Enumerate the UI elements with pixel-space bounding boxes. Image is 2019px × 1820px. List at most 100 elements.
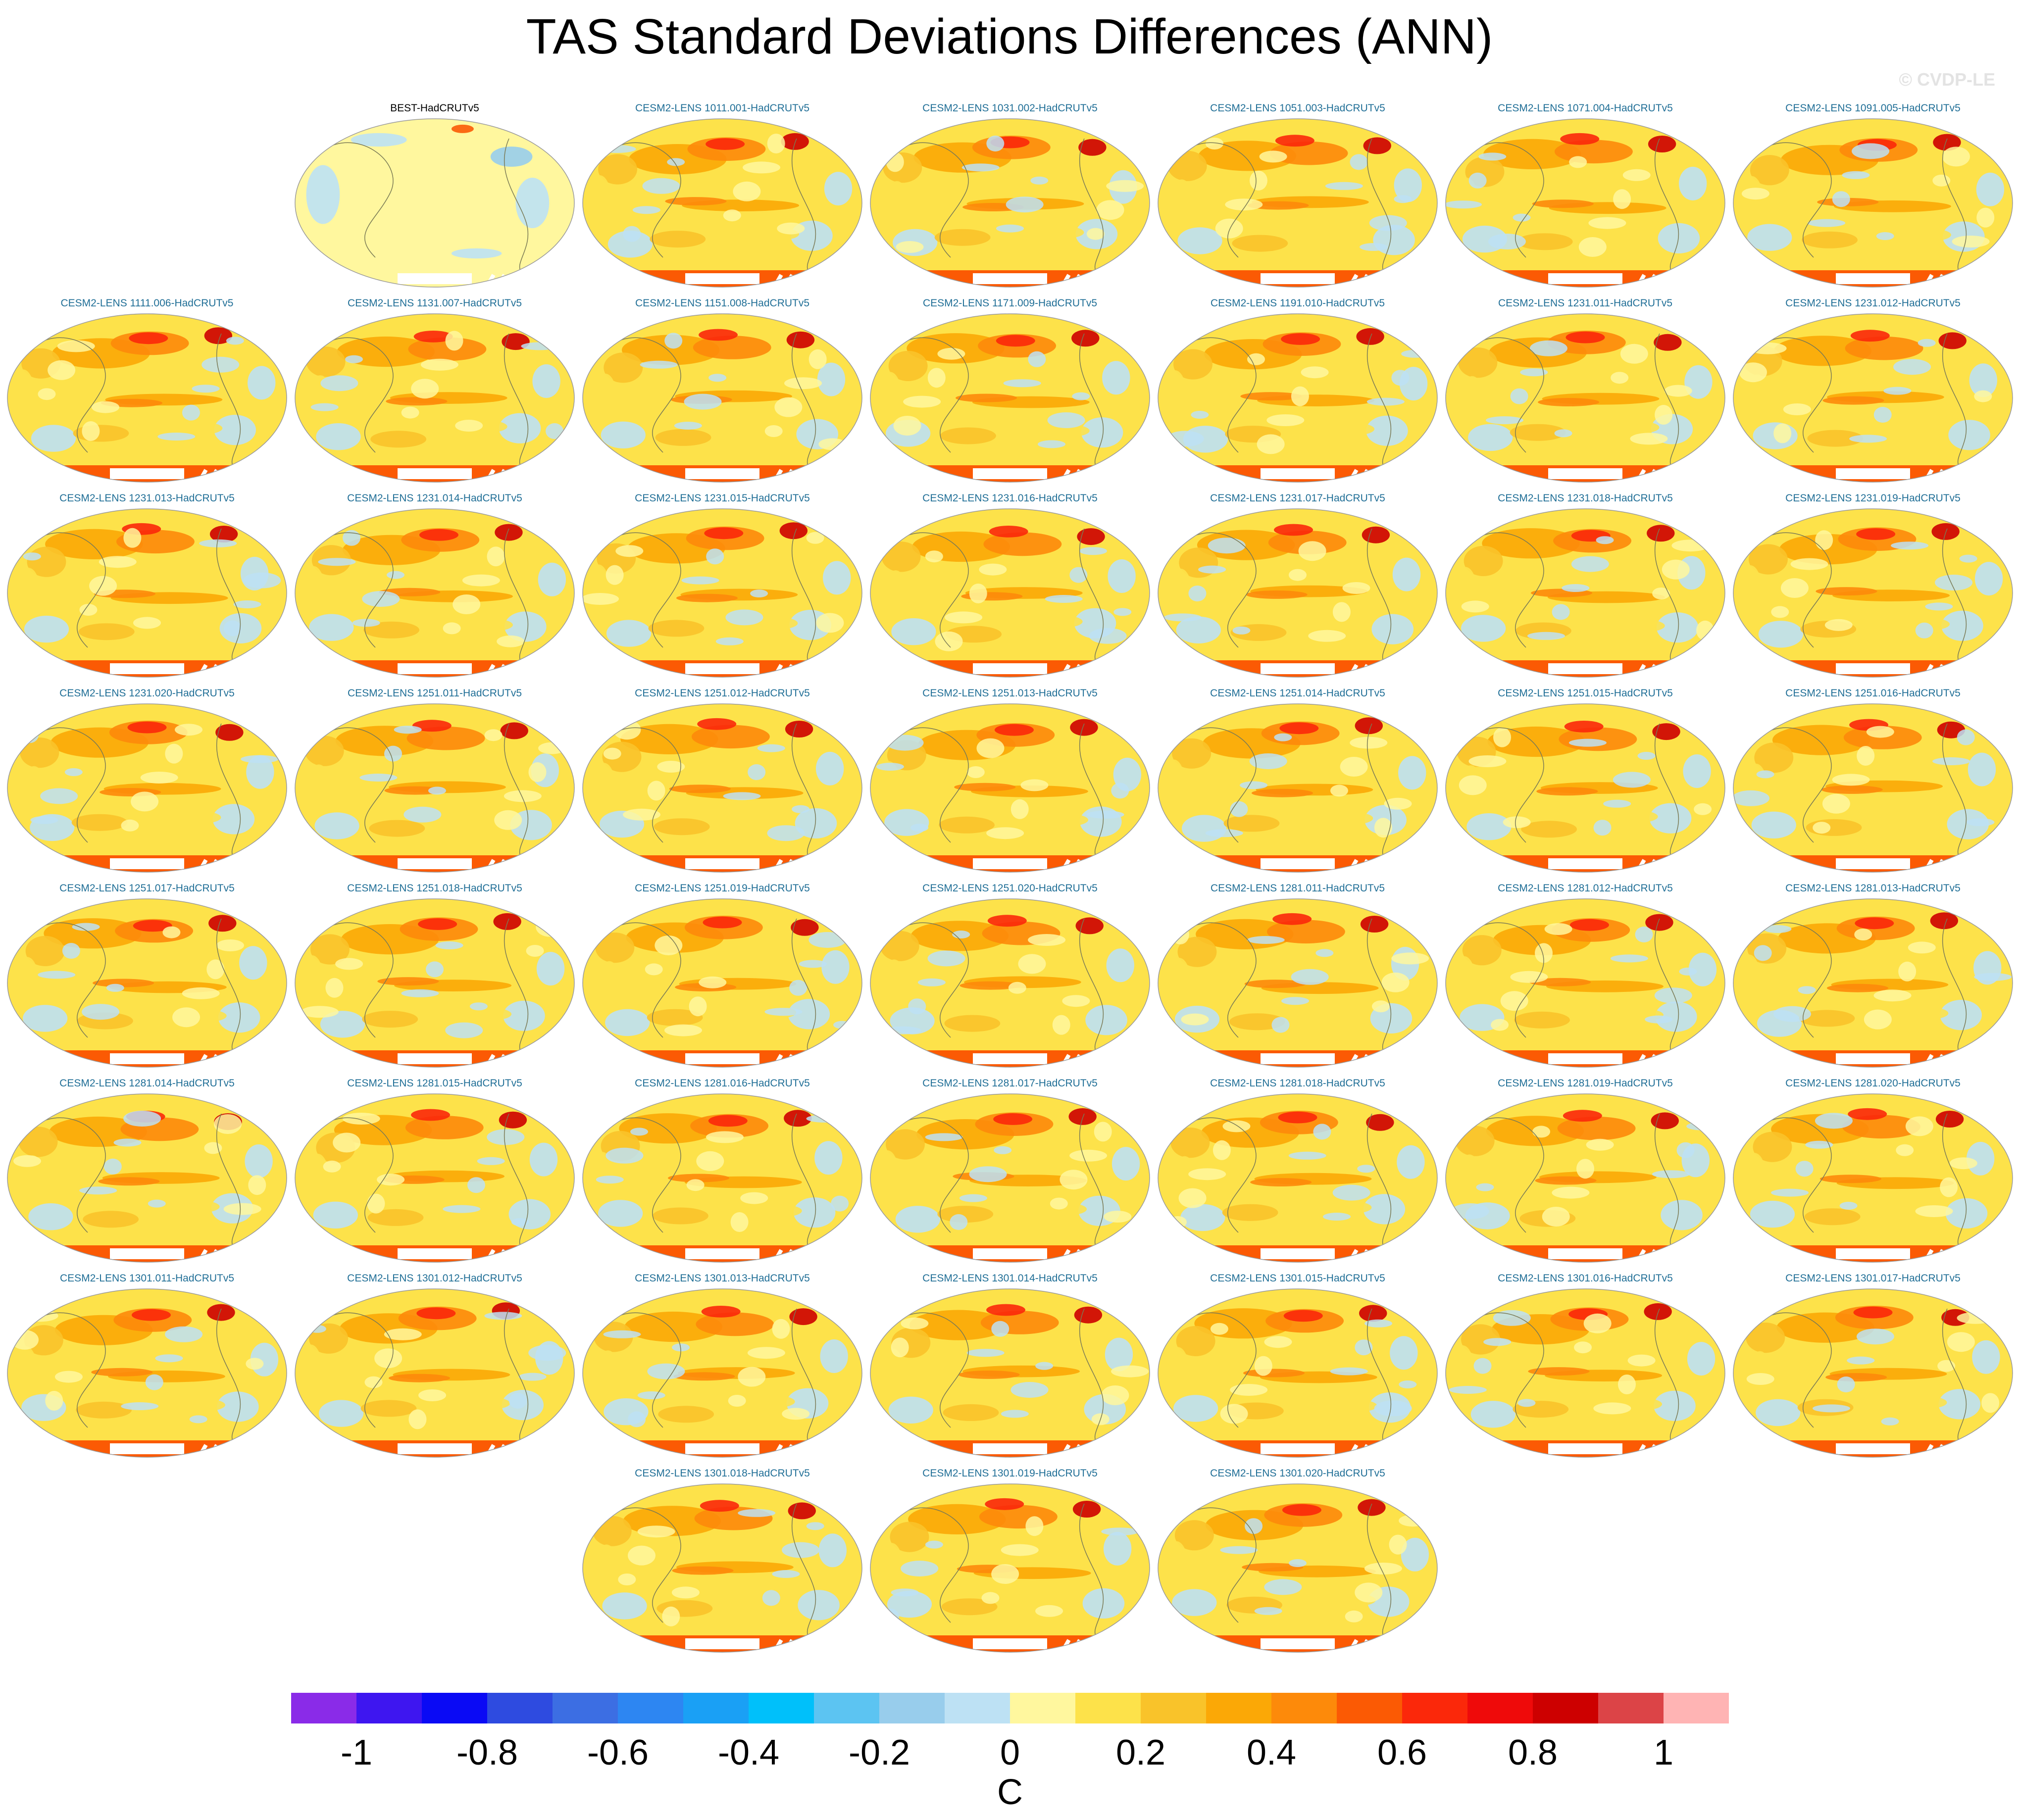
- panel-label: CESM2-LENS 1231.012-HadCRUTv5: [1785, 297, 1961, 309]
- colorbar-swatch: [356, 1693, 422, 1723]
- map-plot: [582, 898, 862, 1068]
- panel-label: CESM2-LENS 1281.015-HadCRUTv5: [347, 1078, 522, 1089]
- panel-label: CESM2-LENS 1171.009-HadCRUTv5: [922, 297, 1098, 309]
- colorbar-tick-label: -0.8: [456, 1733, 518, 1772]
- map-panel: CESM2-LENS 1231.019-HadCRUTv5: [1731, 492, 2015, 682]
- colorbar-swatch: [1598, 1693, 1664, 1723]
- panel-label: CESM2-LENS 1071.004-HadCRUTv5: [1498, 102, 1673, 114]
- colorbar-tick-label: 0: [1000, 1733, 1020, 1772]
- map-plot: [1733, 703, 2013, 873]
- map-plot: [582, 1483, 862, 1653]
- map-panel: CESM2-LENS 1151.008-HadCRUTv5: [580, 297, 864, 487]
- colorbar-swatch: [553, 1693, 618, 1723]
- colorbar-swatch: [487, 1693, 553, 1723]
- map-plot: [1158, 703, 1438, 873]
- panel-label: BEST-HadCRUTv5: [390, 102, 479, 114]
- colorbar-unit-label: C: [997, 1772, 1023, 1812]
- map-plot: [1158, 898, 1438, 1068]
- map-plot: [1445, 118, 1725, 288]
- watermark: © CVDP-LE: [1899, 69, 1995, 90]
- panel-label: CESM2-LENS 1301.016-HadCRUTv5: [1498, 1273, 1673, 1284]
- map-panel: CESM2-LENS 1251.014-HadCRUTv5: [1156, 687, 1440, 877]
- map-plot: [582, 508, 862, 678]
- map-plot: [295, 1288, 575, 1458]
- map-plot: [1445, 313, 1725, 483]
- map-panel: CESM2-LENS 1231.018-HadCRUTv5: [1443, 492, 1727, 682]
- colorbar-tick-label: -0.4: [717, 1733, 780, 1772]
- map-plot: [295, 703, 575, 873]
- map-panel: CESM2-LENS 1231.014-HadCRUTv5: [293, 492, 577, 682]
- map-panel: CESM2-LENS 1231.016-HadCRUTv5: [868, 492, 1152, 682]
- map-panel: CESM2-LENS 1251.020-HadCRUTv5: [868, 882, 1152, 1072]
- map-panel: CESM2-LENS 1301.016-HadCRUTv5: [1443, 1272, 1727, 1462]
- colorbar-swatch: [1533, 1693, 1599, 1723]
- map-plot: [1733, 1288, 2013, 1458]
- panel-label: CESM2-LENS 1301.013-HadCRUTv5: [635, 1273, 810, 1284]
- map-plot: [870, 508, 1150, 678]
- map-panel: CESM2-LENS 1301.018-HadCRUTv5: [580, 1467, 864, 1657]
- map-panel: CESM2-LENS 1301.011-HadCRUTv5: [5, 1272, 289, 1462]
- map-plot: [7, 1093, 287, 1263]
- map-panel: CESM2-LENS 1031.002-HadCRUTv5: [868, 102, 1152, 292]
- map-panel: CESM2-LENS 1281.012-HadCRUTv5: [1443, 882, 1727, 1072]
- panel-label: CESM2-LENS 1301.018-HadCRUTv5: [635, 1468, 810, 1479]
- map-panel: CESM2-LENS 1231.012-HadCRUTv5: [1731, 297, 2015, 487]
- map-panel: CESM2-LENS 1301.012-HadCRUTv5: [293, 1272, 577, 1462]
- map-panel: CESM2-LENS 1251.011-HadCRUTv5: [293, 687, 577, 877]
- map-plot: [1158, 1093, 1438, 1263]
- panel-label: CESM2-LENS 1281.014-HadCRUTv5: [59, 1078, 235, 1089]
- colorbar-swatch: [422, 1693, 488, 1723]
- map-plot: [295, 508, 575, 678]
- panel-label: CESM2-LENS 1251.011-HadCRUTv5: [347, 688, 522, 699]
- panel-label: CESM2-LENS 1281.011-HadCRUTv5: [1210, 883, 1385, 894]
- map-plot: [582, 1288, 862, 1458]
- colorbar-swatch: [618, 1693, 684, 1723]
- colorbar-swatch: [814, 1693, 880, 1723]
- colorbar-swatch: [1467, 1693, 1533, 1723]
- panel-label: CESM2-LENS 1301.014-HadCRUTv5: [922, 1273, 1098, 1284]
- panel-label: CESM2-LENS 1301.012-HadCRUTv5: [347, 1273, 522, 1284]
- map-plot: [7, 313, 287, 483]
- map-panel: CESM2-LENS 1011.001-HadCRUTv5: [580, 102, 864, 292]
- colorbar: [291, 1693, 1729, 1723]
- map-panel: CESM2-LENS 1301.015-HadCRUTv5: [1156, 1272, 1440, 1462]
- panel-label: CESM2-LENS 1251.018-HadCRUTv5: [347, 883, 522, 894]
- map-plot: [295, 898, 575, 1068]
- panel-label: CESM2-LENS 1051.003-HadCRUTv5: [1210, 102, 1385, 114]
- panel-label: CESM2-LENS 1251.017-HadCRUTv5: [59, 883, 235, 894]
- map-panel: CESM2-LENS 1071.004-HadCRUTv5: [1443, 102, 1727, 292]
- panel-label: CESM2-LENS 1251.020-HadCRUTv5: [922, 883, 1098, 894]
- panel-label: CESM2-LENS 1251.019-HadCRUTv5: [635, 883, 810, 894]
- map-panel: CESM2-LENS 1231.011-HadCRUTv5: [1443, 297, 1727, 487]
- map-panel: CESM2-LENS 1251.016-HadCRUTv5: [1731, 687, 2015, 877]
- panel-label: CESM2-LENS 1281.012-HadCRUTv5: [1498, 883, 1673, 894]
- colorbar-tick-label: 1: [1653, 1733, 1674, 1772]
- colorbar-swatch: [1010, 1693, 1076, 1723]
- map-panel: CESM2-LENS 1091.005-HadCRUTv5: [1731, 102, 2015, 292]
- colorbar-swatch: [1271, 1693, 1337, 1723]
- panel-label: CESM2-LENS 1251.013-HadCRUTv5: [922, 688, 1098, 699]
- map-plot: [7, 1288, 287, 1458]
- map-plot: [1158, 313, 1438, 483]
- colorbar-tick-label: 0.2: [1115, 1733, 1166, 1772]
- panel-label: CESM2-LENS 1281.016-HadCRUTv5: [635, 1078, 810, 1089]
- panel-label: CESM2-LENS 1091.005-HadCRUTv5: [1785, 102, 1961, 114]
- panel-label: CESM2-LENS 1251.014-HadCRUTv5: [1210, 688, 1385, 699]
- map-panel: CESM2-LENS 1281.018-HadCRUTv5: [1156, 1077, 1440, 1267]
- map-plot: [7, 703, 287, 873]
- map-plot: [582, 313, 862, 483]
- map-plot: [295, 118, 575, 288]
- map-plot: [7, 898, 287, 1068]
- map-panel: CESM2-LENS 1301.020-HadCRUTv5: [1156, 1467, 1440, 1657]
- map-panel: CESM2-LENS 1251.012-HadCRUTv5: [580, 687, 864, 877]
- map-plot: [1733, 1093, 2013, 1263]
- panel-label: CESM2-LENS 1191.010-HadCRUTv5: [1210, 297, 1385, 309]
- panel-label: CESM2-LENS 1231.015-HadCRUTv5: [635, 492, 810, 504]
- colorbar-tick-label: -0.2: [848, 1733, 910, 1772]
- map-plot: [1733, 508, 2013, 678]
- colorbar-swatch: [945, 1693, 1010, 1723]
- panel-label: CESM2-LENS 1231.018-HadCRUTv5: [1498, 492, 1673, 504]
- map-plot: [1445, 703, 1725, 873]
- colorbar-tick-label: 0.6: [1377, 1733, 1427, 1772]
- map-panel: CESM2-LENS 1301.013-HadCRUTv5: [580, 1272, 864, 1462]
